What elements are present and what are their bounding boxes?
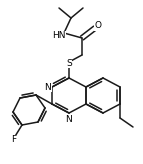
Text: N: N: [66, 114, 72, 123]
Text: S: S: [66, 59, 72, 68]
Text: N: N: [45, 82, 51, 92]
Text: HN: HN: [52, 31, 66, 41]
Text: F: F: [11, 135, 17, 144]
Text: O: O: [95, 21, 102, 31]
